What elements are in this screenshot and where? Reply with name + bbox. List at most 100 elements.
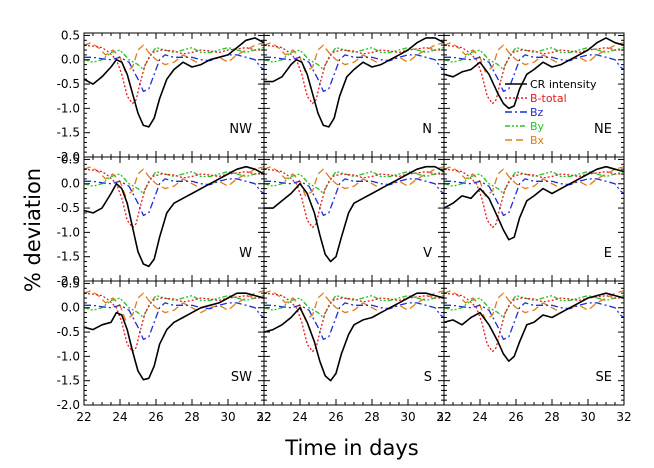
panel-se: 22 24 26 28 30 32 SE bbox=[436, 280, 632, 424]
series-line-cr bbox=[264, 37, 444, 128]
x-tick-label: 32 bbox=[616, 410, 631, 424]
series-line-bx bbox=[264, 290, 444, 321]
series-line-cr bbox=[444, 37, 624, 110]
x-tick-label: 26 bbox=[148, 410, 163, 424]
y-tick-label: -2.0 bbox=[57, 150, 80, 164]
series-line-bx bbox=[444, 166, 624, 197]
y-tick-label: -0.5 bbox=[57, 201, 80, 215]
series-line-bx bbox=[84, 290, 264, 321]
series-line-cr bbox=[264, 292, 444, 382]
legend-label: CR intensity bbox=[530, 78, 597, 91]
legend-item-cr: CR intensity bbox=[505, 78, 597, 91]
series-line-bz bbox=[444, 54, 624, 93]
series-line-bx bbox=[444, 290, 624, 321]
panel-label: N bbox=[422, 122, 432, 137]
y-tick-label: -0.5 bbox=[57, 77, 80, 91]
series-line-cr bbox=[84, 165, 264, 268]
series-line-bt bbox=[264, 168, 444, 229]
panel-label: V bbox=[423, 246, 432, 261]
series-line-bt bbox=[84, 292, 264, 353]
panel-s: 22 24 26 28 30 32 S bbox=[256, 280, 452, 424]
series-line-bz bbox=[264, 54, 444, 93]
panel-label: E bbox=[604, 246, 612, 261]
panel-label: S bbox=[424, 370, 432, 385]
x-tick-label: 28 bbox=[364, 410, 379, 424]
legend-item-by: By bbox=[505, 120, 545, 133]
series-line-bz bbox=[444, 302, 624, 341]
x-tick-label: 26 bbox=[328, 410, 343, 424]
x-tick-label: 30 bbox=[220, 410, 235, 424]
panel-nw: 0.5 0.0 -0.5 -1.0 -1.5 -2.0 NW bbox=[57, 28, 265, 164]
y-tick-label: -1.0 bbox=[57, 101, 80, 115]
y-tick-label: 0.5 bbox=[61, 28, 80, 42]
y-axis-label: % deviation bbox=[21, 168, 45, 292]
legend-item-bz: Bz bbox=[505, 106, 544, 119]
series-line-bz bbox=[444, 178, 624, 217]
series-line-bt bbox=[444, 292, 624, 353]
series-line-bt bbox=[264, 292, 444, 353]
series-line-bx bbox=[444, 42, 624, 73]
x-tick-label: 30 bbox=[580, 410, 595, 424]
panel-v: V bbox=[263, 156, 445, 282]
x-tick-label: 32 bbox=[436, 410, 451, 424]
panel-label: SW bbox=[231, 370, 252, 385]
series-line-bt bbox=[444, 168, 624, 229]
panel-n: N bbox=[263, 32, 445, 158]
series-line-cr bbox=[84, 292, 264, 381]
y-tick-label: 0.5 bbox=[61, 276, 80, 290]
series-line-cr bbox=[444, 292, 624, 363]
series-line-bt bbox=[444, 44, 624, 105]
legend-item-bt: B-total bbox=[505, 92, 567, 105]
series-line-bz bbox=[84, 178, 264, 217]
series-line-bx bbox=[84, 166, 264, 197]
x-tick-label: 28 bbox=[184, 410, 199, 424]
y-tick-label: 0.0 bbox=[61, 53, 80, 67]
y-tick-label: -1.5 bbox=[57, 374, 80, 388]
series-line-bt bbox=[84, 168, 264, 229]
y-tick-label: -1.5 bbox=[57, 250, 80, 264]
y-tick-label: -0.5 bbox=[57, 325, 80, 339]
y-tick-label: -1.0 bbox=[57, 225, 80, 239]
y-tick-label: -1.5 bbox=[57, 126, 80, 140]
y-tick-label: -2.0 bbox=[57, 398, 80, 412]
series-line-bx bbox=[84, 42, 264, 73]
series-line-bz bbox=[264, 178, 444, 217]
legend-label: By bbox=[530, 120, 545, 133]
x-tick-label: 22 bbox=[76, 410, 91, 424]
panel-label: W bbox=[239, 246, 252, 261]
legend-label: Bx bbox=[530, 134, 545, 147]
x-tick-label: 26 bbox=[508, 410, 523, 424]
panel-label: NE bbox=[594, 122, 612, 137]
series-line-bz bbox=[84, 302, 264, 341]
legend-item-bx: Bx bbox=[505, 134, 545, 147]
series-line-cr bbox=[84, 37, 264, 128]
series-line-bx bbox=[264, 42, 444, 73]
series-line-bx bbox=[264, 166, 444, 197]
x-tick-label: 32 bbox=[256, 410, 271, 424]
y-tick-label: 0.0 bbox=[61, 301, 80, 315]
y-tick-label: -2.0 bbox=[57, 274, 80, 288]
panel-w: 0.5 0.0 -0.5 -1.0 -1.5 -2.0 W bbox=[57, 152, 265, 288]
x-tick-label: 24 bbox=[292, 410, 307, 424]
y-tick-label: -1.0 bbox=[57, 349, 80, 363]
series-line-bz bbox=[264, 302, 444, 341]
legend-label: B-total bbox=[530, 92, 567, 105]
x-tick-label: 30 bbox=[400, 410, 415, 424]
series-line-bz bbox=[84, 54, 264, 93]
series-line-cr bbox=[444, 165, 624, 241]
x-tick-label: 22 bbox=[256, 410, 271, 424]
series-line-cr bbox=[264, 165, 444, 263]
legend-label: Bz bbox=[530, 106, 544, 119]
panels-layer: 0.5 0.0 -0.5 -1.0 -1.5 -2.0 NW N NE 0.5 0.0 -0.5 -1.… bbox=[57, 28, 632, 424]
series-line-bt bbox=[84, 44, 264, 105]
x-tick-label: 24 bbox=[112, 410, 127, 424]
panel-ne: NE bbox=[443, 32, 625, 158]
x-tick-label: 24 bbox=[472, 410, 487, 424]
panel-label: SE bbox=[596, 370, 612, 385]
y-tick-label: 0.0 bbox=[61, 177, 80, 191]
x-tick-label: 28 bbox=[544, 410, 559, 424]
series-line-bt bbox=[264, 44, 444, 105]
